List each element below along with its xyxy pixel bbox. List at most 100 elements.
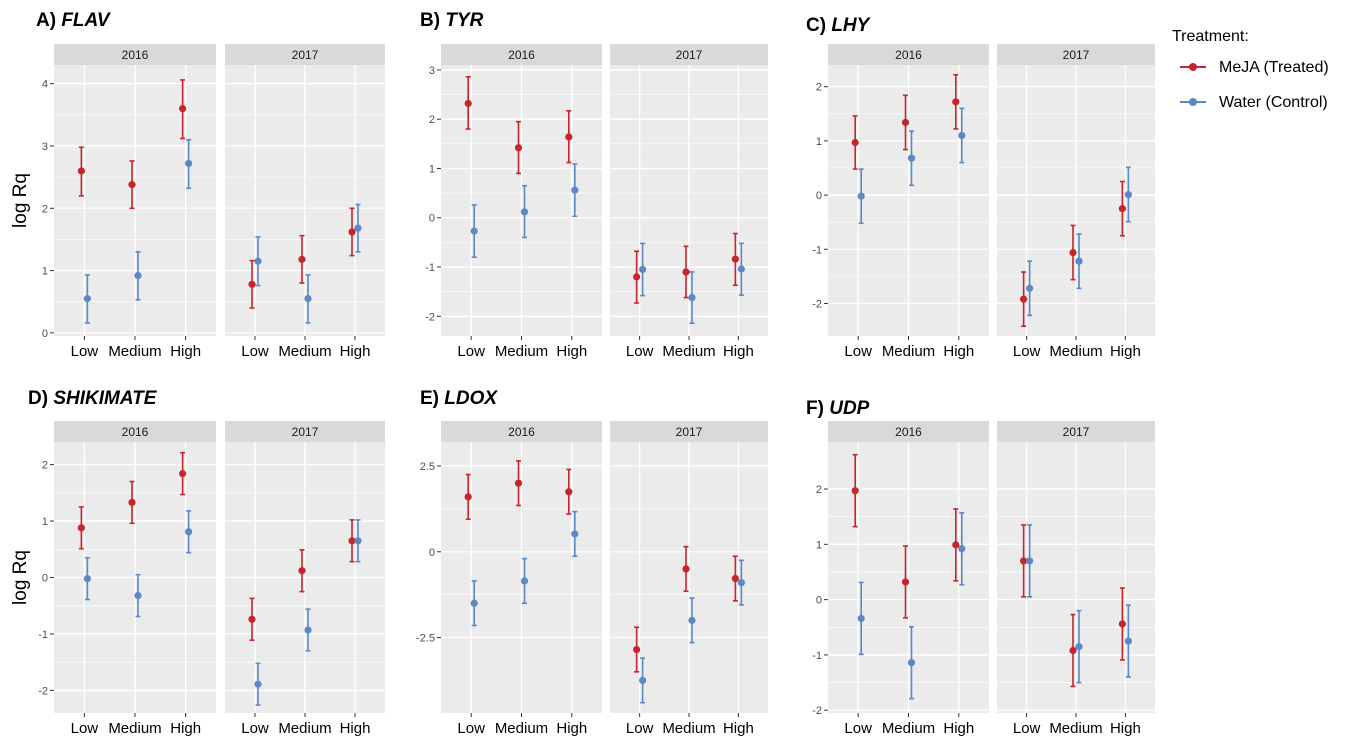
series-water xyxy=(857,107,966,225)
y-tick-label: -2.5 xyxy=(416,633,435,645)
series-water xyxy=(1026,166,1132,317)
data-point xyxy=(1020,557,1028,565)
data-point xyxy=(565,488,573,496)
series-meja xyxy=(464,460,573,520)
x-tick-label: Medium xyxy=(882,343,935,360)
y-tick-label: -2 xyxy=(38,685,48,697)
x-tick-label: High xyxy=(723,720,754,737)
y-tick-label: 2 xyxy=(42,460,48,472)
data-point xyxy=(731,255,739,263)
y-tick-label: 2 xyxy=(816,82,822,94)
y-tick-label: 4 xyxy=(42,79,48,91)
x-tick-label: Low xyxy=(241,720,269,737)
data-point xyxy=(514,479,523,487)
data-point xyxy=(639,676,647,685)
data-point xyxy=(901,578,910,586)
facet-2016: 2016 Low Medium High xyxy=(828,421,989,737)
data-point xyxy=(304,626,312,634)
y-tick-label: -2 xyxy=(425,311,435,323)
data-point xyxy=(907,659,916,667)
y-tick-label: -2 xyxy=(812,705,822,717)
y-tick-label: 1 xyxy=(816,539,822,551)
panel-title: D) SHIKIMATE xyxy=(28,388,158,409)
facet-strip xyxy=(828,44,989,65)
series-meja xyxy=(851,73,960,170)
series-water xyxy=(639,242,745,324)
x-tick-label: Low xyxy=(1013,343,1041,360)
series-water xyxy=(470,510,579,627)
panel-title-prefix: D) xyxy=(28,388,53,409)
x-tick-label: High xyxy=(1110,720,1141,737)
facet-2016: 2016 Low Medium High xyxy=(441,421,602,737)
data-point xyxy=(248,280,256,288)
data-point xyxy=(565,133,573,141)
y-tick-label: 1 xyxy=(42,516,48,528)
facet-strip xyxy=(54,44,216,65)
y-tick-label: 2.5 xyxy=(420,461,435,473)
x-tick-label: High xyxy=(340,720,371,737)
data-point xyxy=(514,144,523,152)
x-tick-label: Medium xyxy=(495,720,548,737)
facet-strip-label: 2016 xyxy=(508,48,535,62)
series-meja xyxy=(1020,524,1126,688)
data-point xyxy=(1124,190,1132,199)
data-point xyxy=(77,167,85,175)
facet-2016: 2016 Low Medium High xyxy=(828,44,989,360)
data-point xyxy=(520,577,529,585)
y-tick-label: 3 xyxy=(429,65,435,77)
panel-title-prefix: A) xyxy=(36,10,61,31)
data-point xyxy=(354,224,362,232)
panel-d: D) SHIKIMATE log Rq -2 -1 0 1 2 2016 Low Medium Hi… xyxy=(10,388,385,737)
data-point xyxy=(857,192,865,200)
data-point xyxy=(907,154,916,162)
x-tick-label: High xyxy=(723,343,754,360)
legend-item-meja: MeJA (Treated) xyxy=(1180,59,1329,76)
y-tick-label: 0 xyxy=(816,190,822,202)
facet-strip-label: 2016 xyxy=(895,48,922,62)
legend-key-dot-water xyxy=(1189,98,1197,106)
series-meja xyxy=(77,79,187,210)
y-tick-label: 2 xyxy=(816,484,822,496)
panel-e: E) LDOX -2.5 0 2.5 2016 Low Medium High 2017 Low M… xyxy=(416,388,768,737)
data-point xyxy=(851,487,859,495)
x-tick-label: Low xyxy=(71,720,99,737)
data-point xyxy=(179,470,187,478)
panel-title: B) TYR xyxy=(420,10,484,31)
facet-strip xyxy=(54,421,216,442)
x-tick-label: Medium xyxy=(108,720,161,737)
y-tick-label: 0 xyxy=(816,595,822,607)
data-point xyxy=(254,257,262,265)
y-tick-label: 1 xyxy=(816,136,822,148)
y-tick-label: 0 xyxy=(429,213,435,225)
data-point xyxy=(1069,248,1077,257)
legend-label-meja: MeJA (Treated) xyxy=(1219,59,1329,76)
x-tick-label: Low xyxy=(457,343,485,360)
series-meja xyxy=(77,451,187,550)
x-tick-label: High xyxy=(170,720,201,737)
series-meja xyxy=(1020,180,1126,328)
data-point xyxy=(571,186,579,194)
series-water xyxy=(470,163,579,258)
panel-b: B) TYR -2 -1 0 1 2 3 2016 Low Medium High 2017 Low Me… xyxy=(420,10,768,360)
y-tick-label: 0 xyxy=(429,547,435,559)
data-point xyxy=(1026,557,1034,565)
data-point xyxy=(958,545,966,553)
data-point xyxy=(248,615,256,623)
facet-strip-label: 2016 xyxy=(122,425,149,439)
y-tick-label: -2 xyxy=(812,298,822,310)
x-tick-label: Medium xyxy=(1049,343,1102,360)
data-point xyxy=(464,493,472,501)
series-water xyxy=(857,511,966,700)
panel-title: E) LDOX xyxy=(420,388,498,409)
series-water xyxy=(83,510,193,618)
data-point xyxy=(348,537,356,545)
panel-title-prefix: F) xyxy=(806,398,829,419)
facet-strip-label: 2016 xyxy=(508,425,535,439)
x-tick-label: Low xyxy=(457,720,485,737)
x-tick-label: Medium xyxy=(278,720,331,737)
data-point xyxy=(1075,643,1083,651)
x-tick-label: High xyxy=(556,343,587,360)
facet-2017: 2017 Low Medium High xyxy=(225,421,385,737)
x-tick-label: Low xyxy=(1013,720,1041,737)
